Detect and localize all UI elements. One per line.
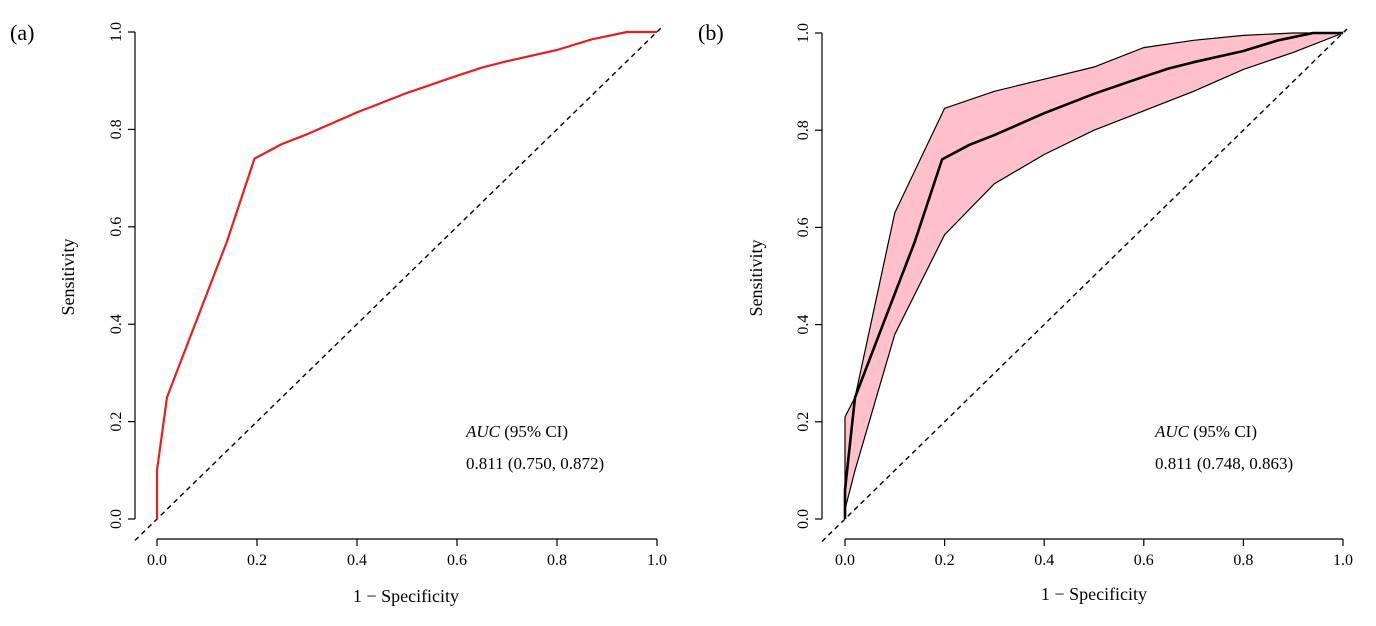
x-tick-label: 1.0 [647, 552, 667, 569]
y-tick-label: 0.8 [795, 120, 812, 140]
auc-annotation-title: AUC (95% CI) [465, 422, 568, 441]
x-axis-title: 1 − Specificity [353, 586, 459, 606]
x-tick-label: 0.2 [247, 552, 267, 569]
y-tick-label: 0.4 [795, 315, 812, 335]
roc-panel-a: 0.0 0.2 0.4 0.6 0.8 1.0 0.0 0.2 0.4 0.6 0.8 1.0 1 − … [10, 20, 667, 606]
y-tick-label: 0.2 [795, 412, 812, 432]
x-tick-label: 0.8 [547, 552, 567, 569]
y-axis-title: Sensitivity [746, 239, 766, 316]
roc-curve-line [155, 30, 657, 519]
x-tick-label: 0.6 [1134, 552, 1154, 569]
y-tick-label: 0.0 [795, 509, 812, 529]
auc-annotation-value: 0.811 (0.750, 0.872) [466, 454, 604, 473]
y-tick-label: 0.6 [795, 217, 812, 237]
y-tick-label: 0.0 [108, 509, 125, 529]
auc-annotation-italic: AUC [1154, 422, 1190, 441]
auc-annotation-ci-label: (95% CI) [1189, 422, 1257, 441]
y-tick-label: 0.6 [108, 217, 125, 237]
auc-annotation-value: 0.811 (0.748, 0.863) [1155, 454, 1293, 473]
x-tick-label: 0.4 [347, 552, 367, 569]
y-tick-label: 0.8 [108, 119, 125, 139]
x-tick-label: 0.8 [1233, 552, 1253, 569]
y-tick-label: 1.0 [795, 23, 812, 43]
panel-label: (b) [698, 20, 724, 45]
ci-lower-line [844, 32, 1344, 519]
y-tick-label: 0.4 [108, 314, 125, 334]
x-axis-title: 1 − Specificity [1041, 584, 1147, 604]
x-tick-label: 0.4 [1034, 552, 1054, 569]
y-tick-label: 1.0 [108, 22, 125, 42]
ci-band [845, 33, 1343, 519]
panel-label: (a) [10, 20, 34, 45]
roc-panel-b: 0.0 0.2 0.4 0.6 0.8 1.0 0.0 0.2 0.4 0.6 0.8 1.0 1 − … [698, 20, 1353, 604]
x-tick-label: 0.2 [935, 552, 955, 569]
x-tick-label: 0.0 [835, 552, 855, 569]
x-tick-label: 0.6 [447, 552, 467, 569]
x-tick-label: 1.0 [1333, 552, 1353, 569]
y-axis-title: Sensitivity [58, 238, 78, 315]
auc-annotation-title: AUC (95% CI) [1154, 422, 1257, 441]
y-tick-label: 0.2 [108, 412, 125, 432]
roc-curve-line [843, 31, 1343, 519]
x-tick-label: 0.0 [147, 552, 167, 569]
auc-annotation-italic: AUC [465, 422, 501, 441]
auc-annotation-ci-label: (95% CI) [500, 422, 568, 441]
